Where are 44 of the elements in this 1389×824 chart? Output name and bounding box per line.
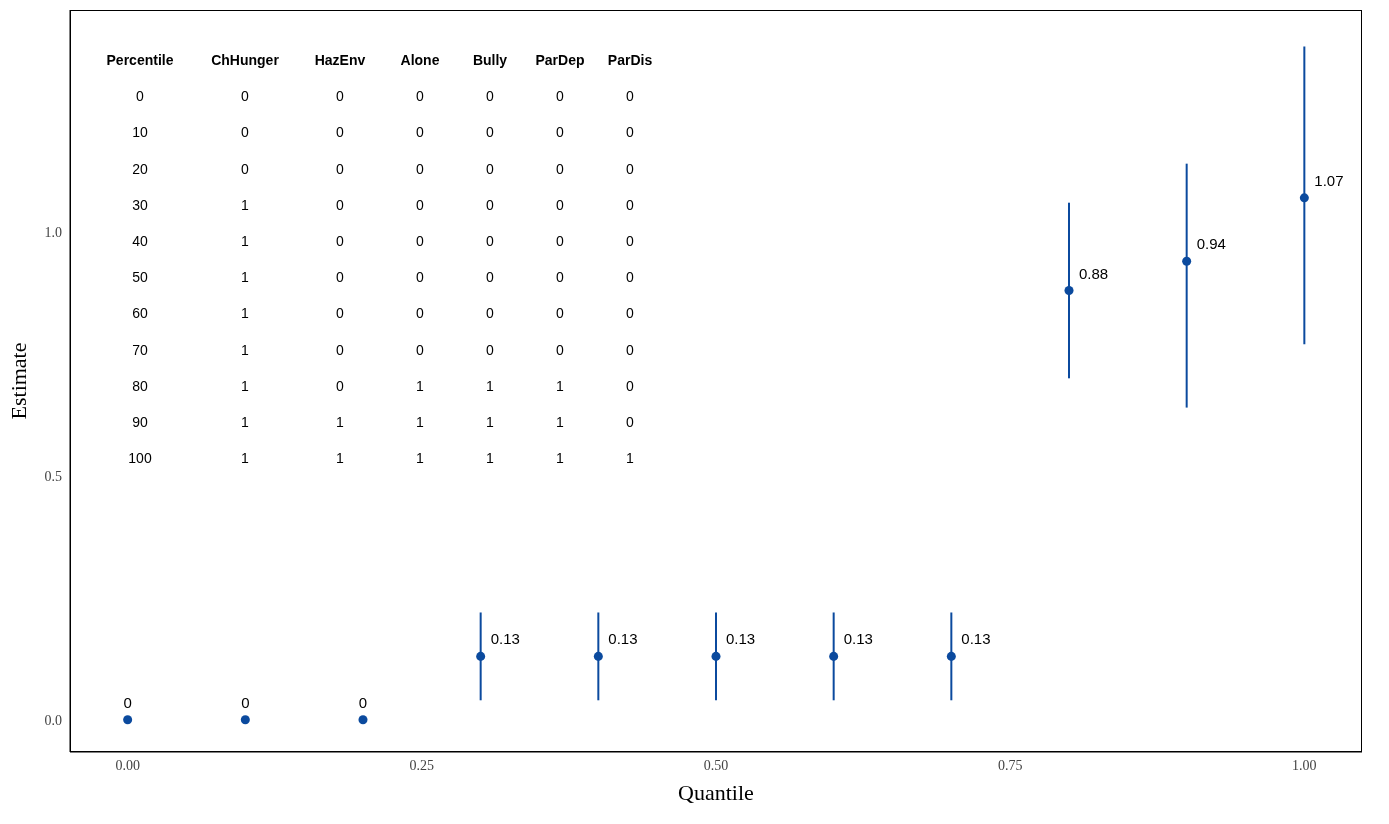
y-tick-label: 0.0 <box>44 712 62 728</box>
data-label: 0.88 <box>1079 264 1109 282</box>
point <box>358 715 368 725</box>
point <box>240 715 250 725</box>
point <box>593 651 603 661</box>
data-label: 0.13 <box>961 630 991 648</box>
text: 20 0 0 0 0 0 0 <box>132 160 634 177</box>
data-label: 0.13 <box>843 630 873 648</box>
data-label: 0 <box>358 693 368 711</box>
y-axis-title: Estimate <box>5 342 31 420</box>
text: 0 0 0 0 0 0 0 <box>136 88 634 105</box>
point <box>711 651 721 661</box>
data-label: 0 <box>123 693 132 711</box>
point <box>123 715 133 725</box>
x-tick-label: 1.00 <box>1292 757 1317 773</box>
text: 60 1 0 0 0 0 0 <box>132 305 634 322</box>
x-tick-label: 0.50 <box>703 757 729 773</box>
x-tick-label: 0.75 <box>997 757 1023 773</box>
point <box>1064 286 1074 296</box>
point <box>1182 256 1192 266</box>
data-label: 0 <box>241 693 250 711</box>
text: 30 1 0 0 0 0 0 <box>132 196 634 213</box>
data-label: 0.94 <box>1196 235 1226 253</box>
data-label: 0.13 <box>608 630 638 648</box>
text: 90 1 1 1 1 1 0 <box>132 414 634 430</box>
point <box>476 651 486 661</box>
y-tick-label: 0.5 <box>44 468 62 484</box>
text: 40 1 0 0 0 0 0 <box>132 233 634 249</box>
data-label: 0.13 <box>490 630 520 648</box>
data-label: 0.13 <box>726 630 756 648</box>
text: 100 1 1 1 1 1 1 <box>128 450 634 467</box>
x-tick-label: 0.00 <box>115 757 140 773</box>
point <box>1299 193 1309 203</box>
y-tick-label: 1.0 <box>44 224 62 240</box>
x-axis-title: Quantile <box>678 780 754 805</box>
text: 70 1 0 0 0 0 0 <box>132 341 634 358</box>
data-label: 1.07 <box>1314 171 1344 189</box>
point <box>829 651 839 661</box>
text: 10 0 0 0 0 0 0 <box>132 124 634 141</box>
point <box>946 651 956 661</box>
text: Percentile ChHunger HazEnv Alone Bully ParDep ParDis <box>106 52 653 68</box>
text: 50 1 0 0 0 0 0 <box>132 269 634 286</box>
text: 80 1 0 1 1 1 0 <box>132 377 634 394</box>
x-tick-label: 0.25 <box>409 757 435 773</box>
